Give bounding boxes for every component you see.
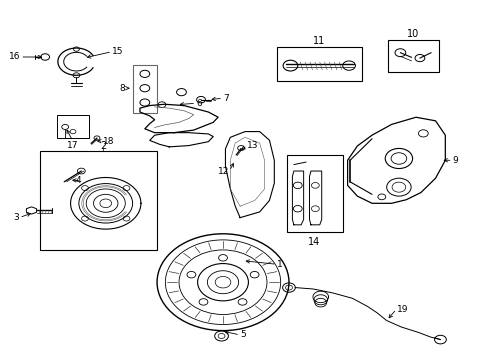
Text: 18: 18	[103, 137, 115, 146]
Bar	[388, 40, 440, 72]
Text: 19: 19	[396, 305, 408, 314]
Text: 14: 14	[308, 237, 320, 247]
Text: 16: 16	[9, 53, 20, 62]
Circle shape	[418, 130, 428, 137]
Text: 17: 17	[67, 141, 79, 150]
Bar	[133, 65, 157, 113]
Text: 11: 11	[313, 36, 325, 46]
Text: 10: 10	[408, 29, 420, 39]
Text: 1: 1	[277, 260, 283, 269]
Bar	[40, 151, 157, 250]
Text: 5: 5	[240, 330, 246, 339]
Circle shape	[387, 178, 411, 196]
Bar	[57, 115, 89, 138]
Text: 4: 4	[75, 176, 81, 185]
Text: 15: 15	[112, 47, 123, 56]
Text: 7: 7	[223, 94, 229, 103]
Polygon shape	[347, 117, 445, 203]
Text: 12: 12	[218, 167, 229, 176]
Text: 13: 13	[247, 141, 259, 150]
Text: 2: 2	[100, 141, 106, 151]
Text: 9: 9	[453, 156, 459, 165]
Text: 6: 6	[196, 99, 202, 108]
Text: 8: 8	[120, 84, 125, 93]
Bar	[277, 47, 362, 81]
Circle shape	[385, 148, 413, 168]
Bar	[287, 155, 343, 232]
Text: 3: 3	[14, 213, 19, 222]
